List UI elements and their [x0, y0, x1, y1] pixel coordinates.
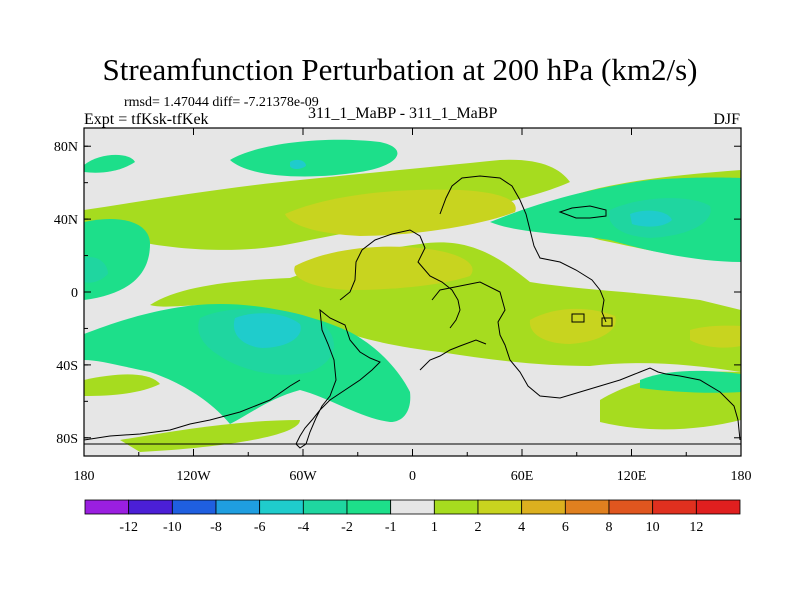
run-label: 311_1_MaBP - 311_1_MaBP	[308, 105, 498, 122]
colorbar-label: 4	[518, 520, 525, 535]
colorbar-label: -8	[210, 520, 222, 535]
colorbar-swatch	[652, 499, 697, 515]
colorbar-label: -12	[119, 520, 138, 535]
colorbar-swatch	[477, 499, 523, 515]
x-axis: 180 120W 60W 0 60E 120E 180	[74, 128, 752, 484]
colorbar-swatch	[608, 499, 654, 515]
field-blob-positive	[690, 325, 741, 348]
y-axis: 80N 40N 0 40S 80S	[54, 140, 741, 447]
colorbar-swatch	[433, 499, 479, 515]
x-tick-label: 120E	[617, 469, 647, 484]
x-tick-label: 180	[74, 469, 95, 484]
field-blob-positive	[84, 374, 160, 396]
chart-title: Streamfunction Perturbation at 200 hPa (…	[102, 52, 698, 87]
stats-text: rmsd= 1.47044 diff= -7.21378e-09	[124, 95, 319, 110]
x-tick-label: 120W	[176, 469, 211, 484]
y-tick-label: 40N	[54, 213, 78, 228]
colorbar-label: -6	[254, 520, 266, 535]
field-blob-negative	[640, 370, 741, 393]
colorbar-swatch	[84, 499, 130, 515]
y-tick-label: 0	[71, 286, 78, 301]
colorbar-label: -10	[163, 520, 182, 535]
colorbar: -12 -10 -8 -6 -4 -2 -1 1 2 4 6 8 10 12	[84, 499, 741, 535]
coastline-eurasia	[439, 175, 607, 323]
x-tick-label: 0	[409, 469, 416, 484]
coastlines	[84, 175, 741, 449]
colorbar-swatch	[171, 499, 217, 515]
field-blob-positive	[294, 246, 473, 290]
colorbar-label: 1	[431, 520, 438, 535]
colorbar-label: -4	[297, 520, 309, 535]
colorbar-swatch	[564, 499, 610, 515]
plot-area	[84, 128, 741, 456]
coastline-south-america	[295, 308, 381, 449]
field-blob-positive	[529, 308, 616, 344]
colorbar-swatch	[302, 499, 348, 515]
colorbar-label: 8	[606, 520, 613, 535]
coastline-islands	[571, 313, 613, 327]
colorbar-swatch	[695, 499, 741, 515]
field-blob-negative	[84, 154, 135, 173]
colorbar-label: 12	[689, 520, 703, 535]
coastline-north-america	[339, 229, 461, 329]
field-blob-negative	[630, 210, 672, 227]
colorbar-swatch	[346, 499, 392, 515]
field-blob-negative	[84, 256, 108, 283]
coastline-asia-east	[558, 205, 607, 219]
field-blob-negative	[84, 218, 150, 300]
colorbar-swatch	[521, 499, 566, 515]
colorbar-swatch	[215, 499, 261, 515]
colorbar-swatch	[390, 499, 435, 515]
coastline-africa	[431, 281, 741, 441]
y-tick-label: 80N	[54, 140, 78, 155]
colorbar-swatch	[259, 499, 304, 515]
field-blob-negative	[230, 139, 398, 177]
colorbar-label: 6	[562, 520, 569, 535]
y-tick-label: 40S	[56, 359, 78, 374]
season-label: DJF	[713, 111, 740, 128]
field-blob-negative	[290, 159, 306, 169]
colorbar-label: -2	[341, 520, 353, 535]
colorbar-label: 2	[475, 520, 482, 535]
field-blob-negative	[233, 313, 301, 348]
colorbar-swatch	[128, 499, 173, 515]
colorbar-label: -1	[385, 520, 397, 535]
x-tick-label: 60W	[289, 469, 317, 484]
x-tick-label: 60E	[511, 469, 534, 484]
y-tick-label: 80S	[56, 432, 78, 447]
experiment-label: Expt = tfKsk-tfKek	[84, 111, 209, 128]
coastline-antarctica	[84, 339, 487, 441]
x-tick-label: 180	[731, 469, 752, 484]
colorbar-label: 10	[646, 520, 660, 535]
field-blob-positive	[285, 189, 516, 236]
